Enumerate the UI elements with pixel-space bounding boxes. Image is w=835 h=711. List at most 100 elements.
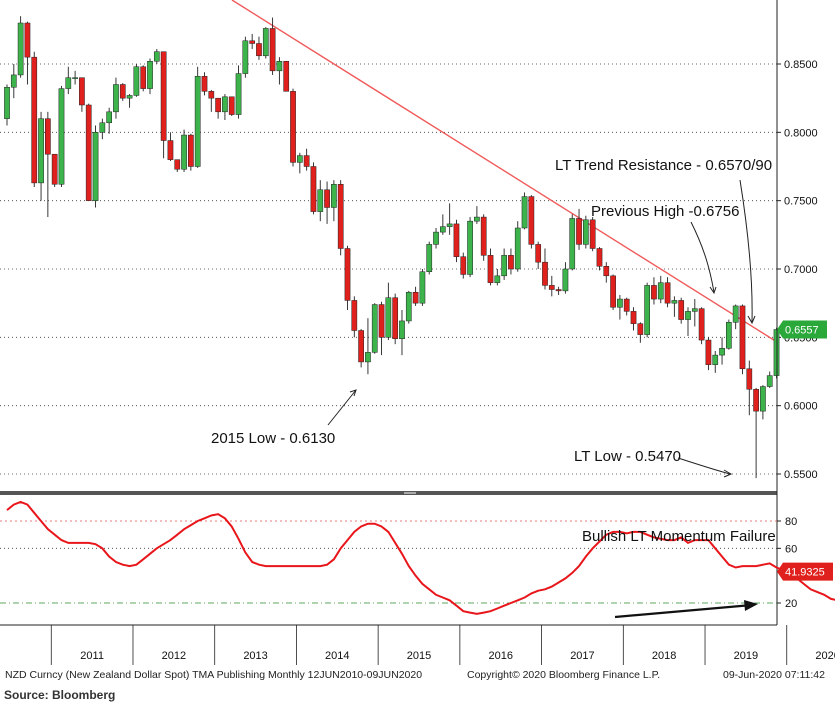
candle-body (637, 323, 644, 335)
candle-body (174, 159, 181, 170)
candle-body (344, 248, 351, 301)
momentum-tick-label: 60 (785, 543, 797, 555)
candle (678, 297, 685, 324)
candle (222, 94, 228, 121)
candle (623, 297, 630, 316)
candle-body (79, 77, 85, 106)
candle (31, 51, 38, 187)
annotation-previous-high: Previous High -0.6756 (591, 203, 739, 220)
candle (521, 192, 528, 230)
candle-body (562, 268, 569, 292)
candle (419, 269, 426, 306)
candle-body (528, 196, 535, 245)
candle (385, 282, 392, 341)
candle-body (521, 196, 528, 229)
candle (24, 21, 31, 85)
candle-body (487, 255, 494, 283)
candle-body (664, 282, 671, 304)
candle-body (215, 97, 221, 113)
candle (426, 241, 433, 275)
candle-body (657, 282, 664, 300)
candle (671, 296, 678, 317)
arrow-2015-low (327, 389, 357, 426)
candle-body (732, 305, 739, 323)
candle-body (453, 223, 460, 257)
candle (698, 307, 705, 345)
candle-body (310, 166, 317, 212)
candle (276, 57, 283, 85)
candle-body (72, 77, 78, 79)
candle-body (85, 104, 92, 201)
candle (548, 275, 555, 297)
candle-body (405, 291, 412, 322)
candle (147, 58, 153, 95)
candle-body (399, 320, 405, 339)
candle-body (535, 244, 542, 263)
arrow-2015-low-head (349, 389, 357, 397)
candle (446, 203, 453, 235)
candle (719, 337, 725, 365)
candle (753, 387, 759, 479)
candle (617, 294, 623, 320)
momentum-tick-label: 80 (785, 516, 797, 528)
year-tick-label: 2013 (243, 650, 267, 662)
candle-body (514, 227, 521, 270)
candle (92, 125, 99, 208)
candle-body (712, 354, 719, 365)
candle-body (623, 298, 630, 312)
candle-body (610, 275, 616, 308)
candle-body (589, 219, 596, 249)
candle (269, 17, 276, 75)
candle-body (596, 248, 603, 267)
candle-body (188, 134, 194, 167)
year-tick-label: 2015 (407, 650, 431, 662)
candle-body (392, 297, 399, 339)
candle (542, 248, 548, 290)
candle-body (269, 28, 276, 72)
candle-body (548, 285, 555, 290)
candle-body (501, 255, 507, 277)
candle-body (181, 134, 187, 170)
candle (194, 66, 201, 168)
candle-body (38, 118, 44, 184)
candle (480, 214, 487, 261)
candle (474, 206, 480, 224)
candle-body (480, 216, 487, 256)
year-tick-label: 2011 (80, 650, 104, 662)
candle (439, 214, 446, 235)
candle (249, 33, 256, 49)
candle-body (385, 297, 392, 338)
candle (589, 217, 596, 252)
candle (331, 180, 337, 222)
candle (453, 219, 460, 263)
candle (664, 277, 671, 308)
candle (106, 107, 113, 134)
candle (371, 303, 378, 354)
footer-copyright: Copyright© 2020 Bloomberg Finance L.P. (467, 669, 661, 681)
candle (726, 319, 732, 350)
arrow-lt-low (677, 457, 731, 475)
candle (113, 77, 119, 119)
candle (188, 133, 194, 171)
candle (555, 286, 562, 295)
candle (45, 111, 51, 218)
candle-body (671, 300, 678, 304)
candle-body (337, 184, 344, 249)
candle (283, 61, 290, 92)
candle (38, 111, 44, 201)
candle-body (617, 298, 623, 308)
candle-body (630, 311, 637, 324)
candle (514, 221, 521, 272)
candle-body (555, 289, 562, 292)
candle-body (371, 304, 378, 353)
candle-body (119, 84, 126, 99)
candle (569, 214, 576, 271)
candle-body (446, 223, 453, 227)
trend-resistance-line (231, 0, 778, 343)
candle-body (4, 86, 10, 119)
candle-body (160, 51, 167, 141)
candle-body (65, 77, 72, 89)
year-tick-label: 2019 (734, 650, 758, 662)
